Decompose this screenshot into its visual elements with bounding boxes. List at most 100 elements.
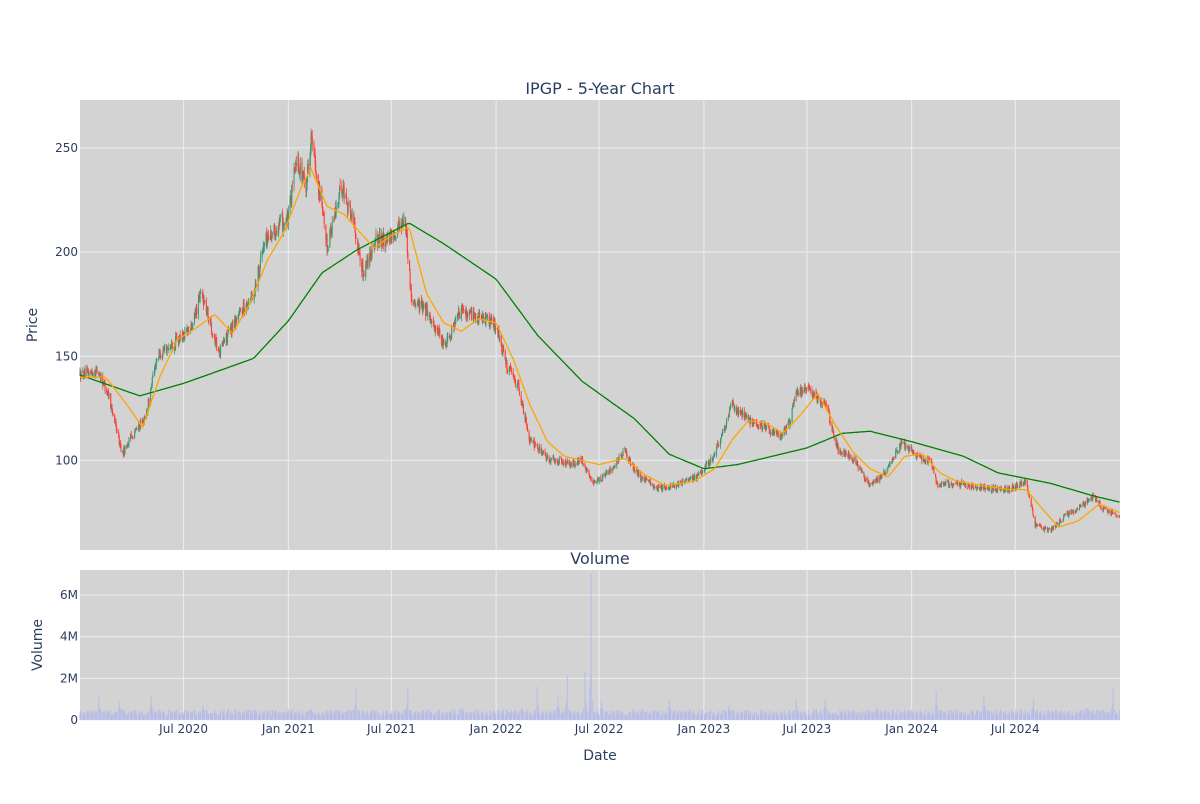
volume-bar <box>1110 709 1112 720</box>
candle-body <box>160 356 162 359</box>
candle-body <box>824 402 826 405</box>
volume-bar <box>335 714 337 720</box>
volume-bar <box>160 712 162 720</box>
candle-body <box>692 476 694 480</box>
volume-bar <box>892 710 894 720</box>
candle-body <box>258 267 260 275</box>
volume-bar <box>409 710 411 720</box>
candle-body <box>768 428 770 434</box>
volume-bar <box>564 711 566 720</box>
candle-body <box>214 336 216 343</box>
volume-bar <box>496 710 498 720</box>
candle-body <box>158 349 160 358</box>
candle-body <box>393 234 395 239</box>
candle-body <box>998 487 1000 488</box>
candle-body <box>888 463 891 467</box>
candle-body <box>905 446 907 448</box>
candle-body <box>1090 497 1092 500</box>
volume-bar <box>1046 713 1048 720</box>
volume-bar <box>1052 712 1054 720</box>
candle-body <box>911 450 913 452</box>
candle-body <box>1056 523 1058 525</box>
volume-bar <box>240 714 242 720</box>
candle-body <box>642 477 644 479</box>
candle-body <box>813 393 815 397</box>
candle-body <box>338 194 340 205</box>
volume-bar <box>684 713 686 720</box>
volume-bar <box>275 713 277 720</box>
price-y-tick-label: 200 <box>55 245 78 259</box>
volume-bar <box>1048 711 1050 720</box>
volume-bar <box>464 715 466 720</box>
volume-bar <box>172 711 174 720</box>
volume-bar <box>976 713 978 720</box>
volume-bar <box>632 709 634 720</box>
candle-body <box>578 457 580 464</box>
volume-bar <box>303 714 305 720</box>
candle-body <box>440 335 443 345</box>
volume-bar <box>310 709 312 720</box>
candle-body <box>161 354 164 359</box>
candle-body <box>222 341 224 347</box>
volume-bar <box>462 709 464 720</box>
volume-bar <box>349 713 351 720</box>
candle-body <box>817 395 819 403</box>
volume-bar <box>1025 710 1027 720</box>
volume-bar <box>1118 715 1120 720</box>
volume-bar <box>122 709 124 720</box>
volume-bar <box>925 714 927 720</box>
volume-bar <box>242 712 244 720</box>
candle-body <box>728 409 731 414</box>
volume-bar <box>837 714 839 720</box>
volume-bar <box>357 710 359 720</box>
candle-body <box>880 476 882 478</box>
candle-body <box>438 329 440 333</box>
candle-body <box>508 369 510 372</box>
volume-bar <box>889 714 891 720</box>
volume-bar <box>422 714 424 720</box>
volume-bar <box>1027 715 1029 720</box>
candle-body <box>944 484 946 486</box>
candle-body <box>454 322 456 329</box>
candle-body <box>193 312 195 322</box>
volume-bar <box>747 710 749 720</box>
volume-bar <box>99 708 101 720</box>
candle-body <box>410 288 412 299</box>
candle-body <box>406 232 408 253</box>
volume-bar <box>501 709 503 720</box>
candle-body <box>727 414 729 419</box>
volume-bar <box>382 710 384 720</box>
candle-body <box>757 427 760 429</box>
volume-bar <box>346 710 348 720</box>
candle-body <box>517 381 519 386</box>
volume-bar <box>1019 709 1021 720</box>
candle-body <box>170 344 172 347</box>
volume-bar <box>1030 714 1032 720</box>
volume-bar <box>468 712 470 720</box>
candle-body <box>225 333 227 342</box>
volume-bar <box>478 715 480 720</box>
volume-bar <box>1040 710 1042 720</box>
candle-body <box>159 352 161 358</box>
volume-bar <box>756 714 758 720</box>
volume-bar <box>371 709 373 720</box>
candle-body <box>235 318 238 322</box>
volume-bar <box>195 713 197 720</box>
volume-bar <box>532 714 534 720</box>
volume-bar <box>451 714 453 720</box>
candle-body <box>452 325 454 327</box>
volume-bar <box>666 713 668 720</box>
volume-bar <box>1102 710 1104 720</box>
volume-bar <box>330 715 332 720</box>
candle-body <box>442 339 444 346</box>
volume-bar <box>1056 715 1058 720</box>
candle-body <box>761 429 764 431</box>
candle-body <box>242 302 244 316</box>
volume-bar <box>681 712 683 720</box>
volume-bar <box>556 708 558 720</box>
candle-body <box>118 436 120 445</box>
candle-body <box>759 422 761 429</box>
volume-bar <box>600 701 602 720</box>
volume-bar <box>920 711 922 720</box>
candle-body <box>609 467 612 471</box>
